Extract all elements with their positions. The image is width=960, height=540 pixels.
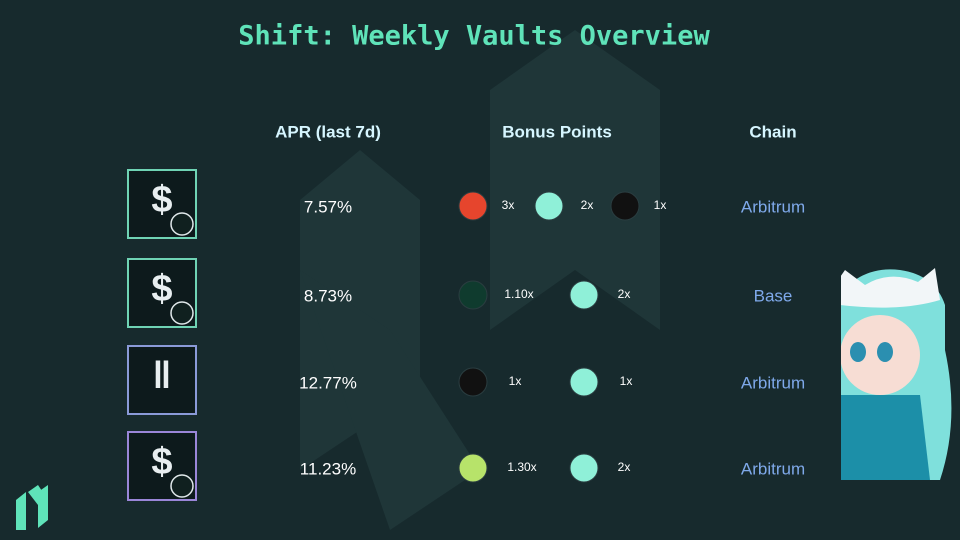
- bonus-multiplier: 1x: [509, 374, 522, 388]
- vault-icon-frame: [127, 345, 197, 415]
- bonus-icon: [534, 191, 564, 221]
- chain-name: Base: [754, 286, 793, 305]
- vault-glyph: $: [151, 268, 172, 310]
- shift-logo: [16, 485, 48, 530]
- bonus-icon: [610, 191, 640, 221]
- vault-icon: ‖: [127, 345, 197, 415]
- background-logo: [300, 30, 660, 530]
- vault-glyph: ‖: [153, 355, 172, 397]
- bonus-icon: [458, 453, 488, 483]
- bonus-multiplier: 3x: [502, 198, 515, 212]
- column-header: Chain: [749, 122, 796, 141]
- bonus-multiplier: 1.10x: [504, 287, 533, 301]
- vault-badge: [170, 474, 194, 498]
- chain-name: Arbitrum: [741, 373, 805, 392]
- vault-icon: $: [127, 258, 197, 328]
- bonus-icon: [458, 191, 488, 221]
- apr-value: 11.23%: [300, 459, 356, 478]
- mascot: [835, 268, 952, 485]
- vault-glyph: $: [151, 179, 172, 221]
- bonus-multiplier: 2x: [618, 460, 631, 474]
- bonus-multiplier: 2x: [581, 198, 594, 212]
- vault-icon: $: [127, 169, 197, 239]
- column-header: Bonus Points: [502, 122, 612, 141]
- bonus-multiplier: 2x: [618, 287, 631, 301]
- bonus-icon: [569, 367, 599, 397]
- bonus-icon: [569, 280, 599, 310]
- apr-value: 12.77%: [299, 373, 357, 392]
- bonus-icon: [458, 367, 488, 397]
- bonus-multiplier: 1x: [654, 198, 667, 212]
- chain-name: Arbitrum: [741, 197, 805, 216]
- vault-icon: $: [127, 431, 197, 501]
- bonus-icon: [569, 453, 599, 483]
- apr-value: 7.57%: [304, 197, 352, 216]
- bonus-multiplier: 1x: [620, 374, 633, 388]
- bonus-multiplier: 1.30x: [507, 460, 536, 474]
- column-header: APR (last 7d): [275, 122, 381, 141]
- vault-badge: [170, 301, 194, 325]
- apr-value: 8.73%: [304, 286, 352, 305]
- bonus-icon: [458, 280, 488, 310]
- chain-name: Arbitrum: [741, 459, 805, 478]
- vault-glyph: $: [151, 441, 172, 483]
- slide-title: Shift: Weekly Vaults Overview: [238, 21, 710, 52]
- vault-badge: [170, 212, 194, 236]
